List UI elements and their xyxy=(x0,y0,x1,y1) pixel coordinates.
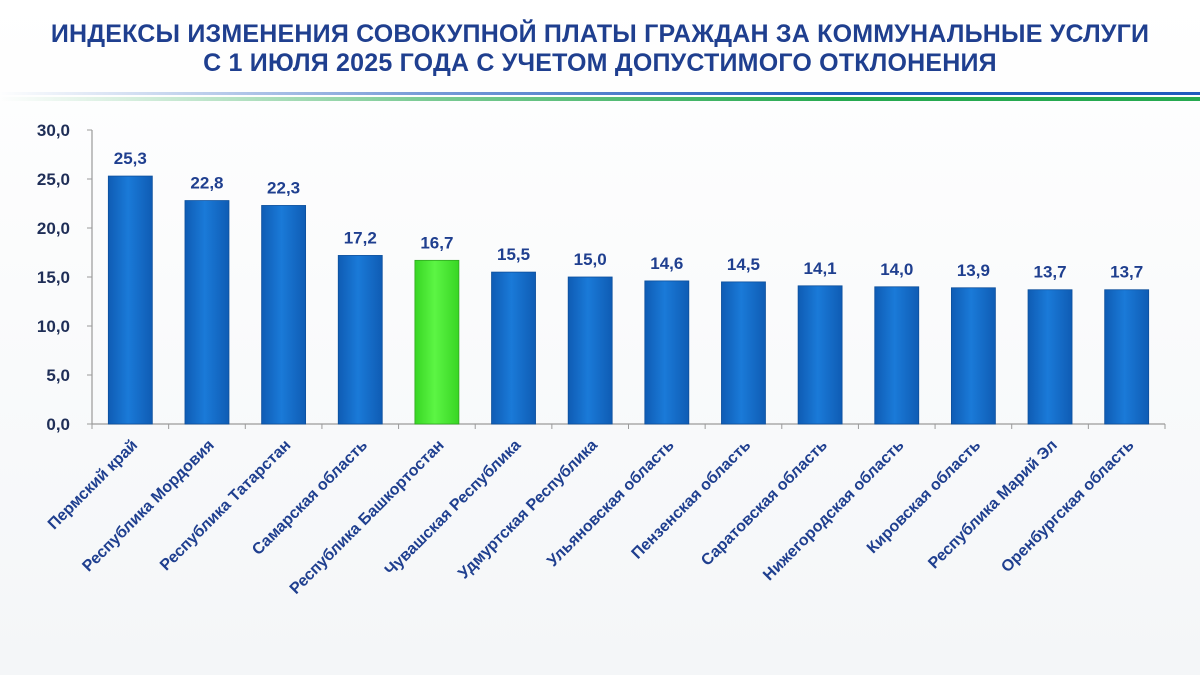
x-tick-label: Республика Мордовия xyxy=(79,437,217,575)
y-tick-label: 15,0 xyxy=(37,268,70,287)
data-label: 22,3 xyxy=(267,178,300,197)
bar xyxy=(797,285,843,425)
x-tick-label: Чувашская Республика xyxy=(382,437,524,579)
data-label: 15,0 xyxy=(574,250,607,269)
data-label: 13,7 xyxy=(1033,263,1066,282)
data-label: 17,2 xyxy=(344,228,377,247)
data-label: 13,9 xyxy=(957,261,990,280)
data-label: 14,0 xyxy=(880,260,913,279)
x-tick-label: Республика Марий Эл xyxy=(925,437,1061,573)
data-label: 14,5 xyxy=(727,255,760,274)
y-tick-label: 10,0 xyxy=(37,317,70,336)
bar xyxy=(1104,289,1150,425)
bar-highlight xyxy=(414,259,460,425)
bar xyxy=(184,200,230,425)
chart-bars xyxy=(107,175,1150,425)
bar xyxy=(874,286,920,425)
y-tick-label: 5,0 xyxy=(46,366,70,385)
bar xyxy=(261,205,307,425)
bar xyxy=(337,255,383,425)
y-tick-label: 0,0 xyxy=(46,415,70,434)
bar xyxy=(721,281,766,425)
x-tick-label: Республика Татарстан xyxy=(157,437,294,574)
data-label: 16,7 xyxy=(420,233,453,252)
bar xyxy=(644,280,690,425)
y-tick-label: 20,0 xyxy=(37,219,70,238)
divider-green xyxy=(0,97,1200,101)
data-label: 14,6 xyxy=(650,254,683,273)
title-line-2: С 1 ИЮЛЯ 2025 ГОДА С УЧЕТОМ ДОПУСТИМОГО … xyxy=(203,49,997,77)
divider-blue xyxy=(0,92,1200,95)
x-tick-label: Ульяновская область xyxy=(544,437,677,570)
title-line-1: ИНДЕКСЫ ИЗМЕНЕНИЯ СОВОКУПНОЙ ПЛАТЫ ГРАЖД… xyxy=(50,20,1150,48)
bar xyxy=(950,287,996,425)
x-tick-label: Республика Башкортостан xyxy=(287,437,448,598)
bar xyxy=(491,271,536,425)
data-label: 25,3 xyxy=(114,149,147,168)
page-title: ИНДЕКСЫ ИЗМЕНЕНИЯ СОВОКУПНОЙ ПЛАТЫ ГРАЖД… xyxy=(0,20,1200,78)
y-tick-label: 30,0 xyxy=(37,121,70,140)
data-label: 13,7 xyxy=(1110,263,1143,282)
data-label: 14,1 xyxy=(804,259,837,278)
y-tick-label: 25,0 xyxy=(37,170,70,189)
data-label: 22,8 xyxy=(190,174,223,193)
x-tick-label: Саратовская область xyxy=(698,437,831,570)
bar xyxy=(1027,289,1073,425)
bar xyxy=(107,175,153,425)
x-tick-label: Удмуртская Республика xyxy=(455,437,601,583)
x-tick-label: Нижегородская область xyxy=(760,437,907,584)
data-label: 15,5 xyxy=(497,245,530,264)
x-tick-label: Оренбургская область xyxy=(998,437,1137,576)
bar xyxy=(567,276,613,425)
